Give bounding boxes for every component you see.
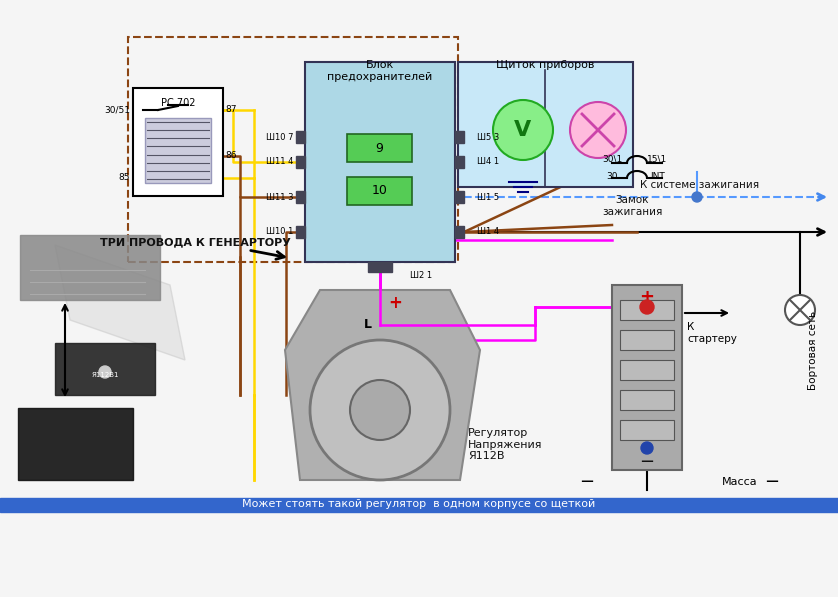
Text: 30/51: 30/51	[104, 106, 130, 115]
Text: 10: 10	[371, 184, 387, 198]
Text: Ш4 1: Ш4 1	[477, 158, 499, 167]
Text: +: +	[388, 294, 402, 312]
Bar	[455, 226, 464, 238]
Polygon shape	[285, 290, 480, 480]
Text: Ш11 4: Ш11 4	[266, 158, 293, 167]
Bar	[620, 330, 674, 350]
Circle shape	[640, 300, 654, 314]
Bar	[0, 498, 838, 512]
Bar	[620, 390, 674, 410]
Text: Я112В1: Я112В1	[91, 372, 119, 378]
Bar	[18, 408, 133, 480]
Bar	[455, 191, 464, 203]
Text: 85: 85	[118, 174, 130, 183]
Bar	[55, 343, 155, 395]
Text: INT: INT	[649, 172, 665, 181]
Bar	[347, 177, 412, 205]
Text: Ш10 1: Ш10 1	[266, 227, 293, 236]
Bar	[455, 131, 464, 143]
Text: 9: 9	[375, 141, 384, 155]
Text: 15\1: 15\1	[647, 155, 667, 164]
Bar	[296, 226, 305, 238]
Bar	[296, 131, 305, 143]
Text: Ш2 1: Ш2 1	[410, 272, 432, 281]
Circle shape	[785, 295, 815, 325]
Bar	[347, 134, 412, 162]
Circle shape	[99, 366, 111, 378]
Text: Ш1 4: Ш1 4	[477, 227, 499, 236]
Text: 87: 87	[225, 106, 236, 115]
Bar	[620, 300, 674, 320]
Text: Регулятор
Напряжения
Я112В: Регулятор Напряжения Я112В	[468, 428, 542, 461]
Text: 30\1: 30\1	[602, 155, 622, 164]
Circle shape	[570, 102, 626, 158]
Bar	[458, 62, 633, 187]
Circle shape	[493, 100, 553, 160]
Bar	[612, 285, 682, 470]
Text: Замок
зажигания: Замок зажигания	[602, 195, 662, 217]
Text: К
стартеру: К стартеру	[687, 322, 737, 344]
Text: Щиток приборов: Щиток приборов	[496, 60, 595, 70]
Bar	[620, 360, 674, 380]
Circle shape	[641, 442, 653, 454]
Bar	[133, 88, 223, 196]
Text: −: −	[639, 453, 654, 471]
Text: Масса: Масса	[722, 477, 758, 487]
Text: Бортовая сеть: Бортовая сеть	[808, 310, 818, 390]
Text: Ш10 7: Ш10 7	[266, 133, 293, 141]
Text: −: −	[579, 473, 595, 491]
Bar	[145, 118, 211, 183]
Bar	[368, 262, 392, 272]
Polygon shape	[55, 245, 185, 360]
Circle shape	[350, 380, 410, 440]
Bar	[128, 37, 458, 262]
Bar	[455, 156, 464, 168]
Bar	[296, 156, 305, 168]
Text: К системе зажигания: К системе зажигания	[640, 180, 759, 190]
Bar	[20, 235, 160, 300]
Text: +: +	[639, 288, 654, 306]
Circle shape	[692, 192, 702, 202]
Text: ТРИ ПРОВОДА К ГЕНЕАРТОРУ: ТРИ ПРОВОДА К ГЕНЕАРТОРУ	[100, 237, 291, 247]
Text: Может стоять такой регулятор  в одном корпусе со щеткой: Может стоять такой регулятор в одном кор…	[242, 499, 596, 509]
Circle shape	[310, 340, 450, 480]
Text: L: L	[364, 319, 372, 331]
Text: Блок
предохранителей: Блок предохранителей	[328, 60, 432, 82]
Text: V: V	[515, 120, 531, 140]
Text: −: −	[764, 473, 779, 491]
Text: Ш5 3: Ш5 3	[477, 133, 499, 141]
Bar	[296, 191, 305, 203]
Text: РС 702: РС 702	[161, 98, 195, 108]
Bar	[620, 420, 674, 440]
Text: Ш11 3: Ш11 3	[266, 192, 293, 202]
Bar	[305, 62, 455, 262]
Text: Ш1 5: Ш1 5	[477, 192, 499, 202]
Text: 86: 86	[225, 152, 236, 161]
Text: 30: 30	[606, 172, 618, 181]
